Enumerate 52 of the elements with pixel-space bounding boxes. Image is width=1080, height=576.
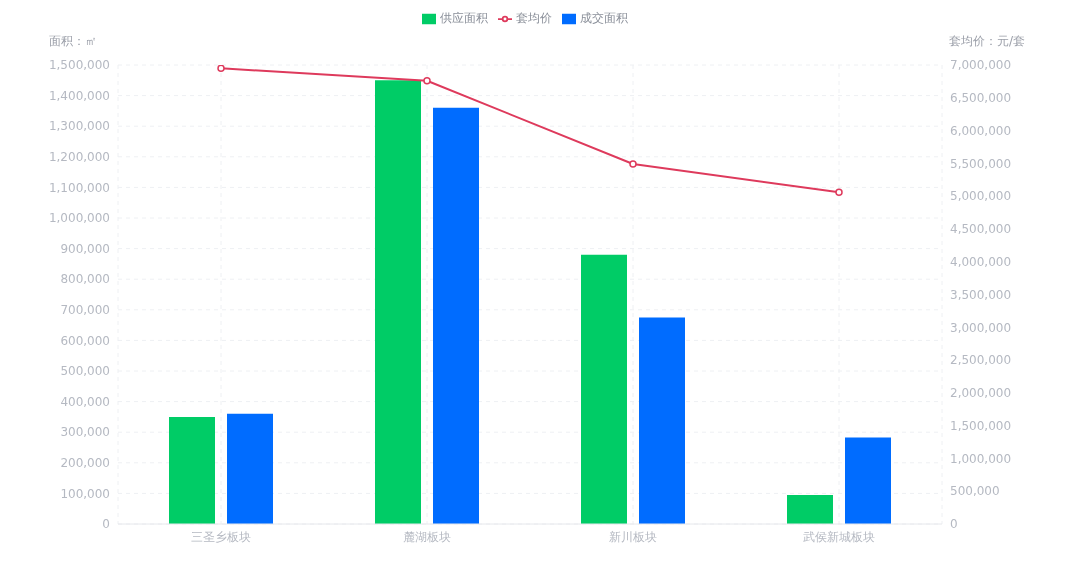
y2-tick-label: 3,000,000 [950,320,1012,335]
y-tick-label: 1,500,000 [48,58,110,73]
y-tick-label: 800,000 [60,272,110,287]
bar [169,416,215,524]
y-tick-label: 1,100,000 [48,180,110,195]
y-tick-label: 1,400,000 [48,88,110,103]
y2-tick-label: 5,000,000 [950,189,1012,204]
y-tick-label: 1,200,000 [48,150,110,165]
legend-label: 套均价 [516,11,552,25]
point [423,76,431,85]
y-tick-label: 1,300,000 [48,119,110,134]
y-tick-label: 700,000 [60,303,110,318]
bar [227,413,273,524]
x-tick-label: 新川板块 [609,529,657,544]
y2-axis-title: 套均价：元/套 [948,34,1026,48]
bar [787,494,833,524]
y2-tick-label: 2,500,000 [950,353,1012,368]
y-tick-label: 500,000 [60,364,110,379]
y2-tick-label: 6,000,000 [950,123,1012,138]
y-tick-label: 600,000 [60,333,110,348]
y2-tick-label: 7,000,000 [950,58,1012,73]
y2-tick-label: 4,500,000 [950,222,1012,237]
y-tick-label: 900,000 [60,241,110,256]
y-tick-label: 300,000 [60,425,110,440]
y2-tick-label: 3,500,000 [950,287,1012,302]
y2-tick-label: 0 [950,517,958,532]
y2-tick-label: 1,000,000 [950,451,1012,466]
x-tick-label: 三圣乡板块 [191,529,251,544]
y2-tick-label: 6,500,000 [950,91,1012,106]
y-tick-label: 400,000 [60,394,110,409]
y-tick-label: 200,000 [60,456,110,471]
bar [433,107,479,524]
bar [845,437,891,524]
y2-tick-label: 2,000,000 [950,386,1012,401]
bar [581,254,627,524]
y-tick-label: 0 [102,517,110,532]
point [217,65,225,73]
bar [375,80,421,524]
bar [639,317,685,524]
y-axis-title: 面积：㎡ [49,34,97,48]
y2-tick-label: 1,500,000 [950,418,1012,433]
x-tick-label: 武侯新城板块 [803,529,875,544]
legend-label: 供应面积 [440,11,488,25]
y2-tick-label: 5,500,000 [950,156,1012,171]
y-tick-label: 100,000 [60,486,110,501]
y2-tick-label: 500,000 [950,484,1000,499]
x-tick-label: 麓湖板块 [403,529,451,544]
y2-tick-label: 4,000,000 [950,254,1012,269]
point [835,188,843,196]
legend-label: 成交面积 [580,11,628,25]
y-tick-label: 1,000,000 [48,211,110,226]
point [629,160,637,168]
